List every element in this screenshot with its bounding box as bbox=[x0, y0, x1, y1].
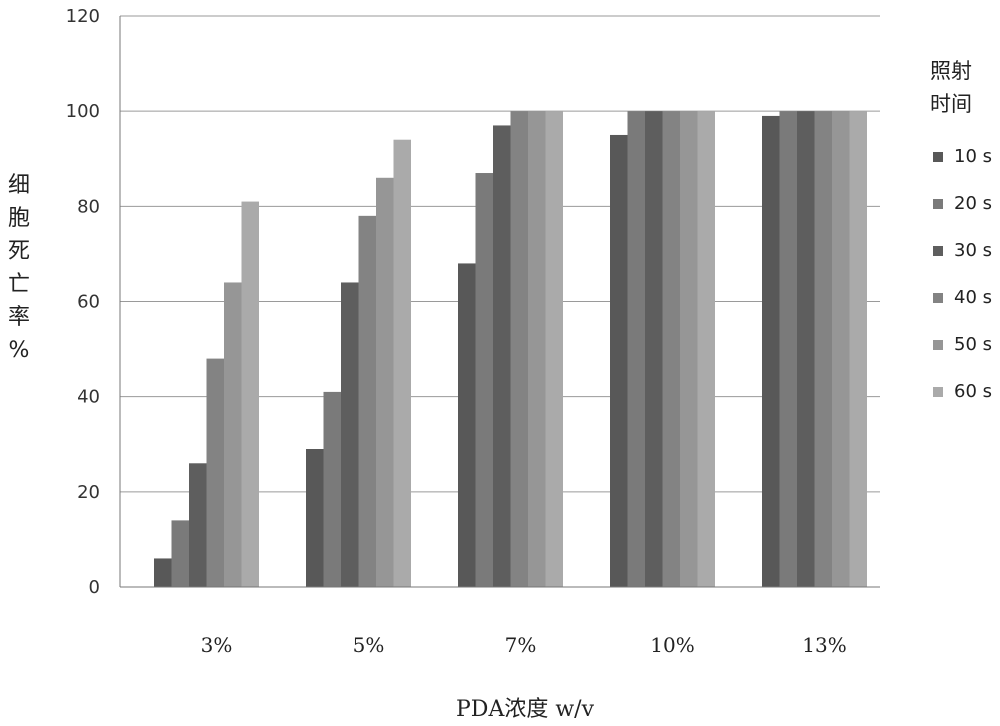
bar-30s-5pct bbox=[341, 282, 359, 587]
bar-50s-7pct bbox=[528, 111, 546, 588]
bar-10s-3pct bbox=[154, 558, 172, 587]
bar-20s-10pct bbox=[627, 111, 645, 588]
y-tick-label: 20 bbox=[77, 482, 100, 503]
bar-10s-5pct bbox=[306, 449, 324, 587]
bar-40s-3pct bbox=[206, 358, 224, 587]
bar-20s-7pct bbox=[475, 173, 493, 587]
legend-swatch bbox=[933, 340, 943, 350]
legend-title: 照射 bbox=[930, 59, 972, 83]
legend-label: 10 s bbox=[954, 146, 992, 167]
x-axis-label: PDA浓度 w/v bbox=[456, 697, 595, 722]
bar-30s-7pct bbox=[493, 125, 511, 588]
bar-20s-3pct bbox=[171, 520, 189, 587]
legend-label: 20 s bbox=[954, 193, 992, 214]
bar-20s-5pct bbox=[323, 391, 341, 587]
legend-title: 时间 bbox=[930, 92, 972, 116]
bar-20s-13pct bbox=[779, 111, 797, 588]
y-tick-label: 40 bbox=[77, 387, 100, 408]
y-tick-label: 100 bbox=[66, 101, 100, 122]
bars bbox=[154, 111, 867, 588]
x-tick-label: 13% bbox=[802, 633, 846, 657]
x-tick-label: 5% bbox=[353, 633, 385, 657]
legend-swatch bbox=[933, 387, 943, 397]
bar-60s-13pct bbox=[849, 111, 867, 588]
y-axis-label-char: 亡 bbox=[8, 272, 30, 297]
bar-30s-13pct bbox=[797, 111, 815, 588]
bar-60s-3pct bbox=[241, 201, 259, 587]
legend-label: 30 s bbox=[954, 240, 992, 261]
legend-swatch bbox=[933, 293, 943, 303]
legend-label: 50 s bbox=[954, 334, 992, 355]
bar-30s-10pct bbox=[645, 111, 663, 588]
bar-50s-5pct bbox=[376, 177, 394, 588]
bar-60s-7pct bbox=[545, 111, 563, 588]
legend-swatch bbox=[933, 246, 943, 256]
y-axis-label-char: 细 bbox=[8, 173, 30, 198]
y-tick-label: 80 bbox=[77, 196, 100, 217]
bar-50s-3pct bbox=[224, 282, 242, 587]
bar-10s-10pct bbox=[610, 134, 628, 588]
x-tick-labels: 3% 5% 7% 10% 13% bbox=[201, 633, 847, 657]
y-tick-label: 60 bbox=[77, 292, 100, 313]
y-axis-label-char: 胞 bbox=[8, 206, 30, 231]
bar-40s-7pct bbox=[510, 111, 528, 588]
y-axis-label-char: % bbox=[9, 338, 30, 363]
axes bbox=[119, 16, 880, 588]
y-axis-label-char: 死 bbox=[8, 239, 30, 264]
bar-10s-13pct bbox=[762, 115, 780, 588]
bar-10s-7pct bbox=[458, 263, 476, 587]
legend-label: 60 s bbox=[954, 381, 992, 402]
bar-30s-3pct bbox=[189, 463, 207, 587]
bar-60s-5pct bbox=[393, 139, 411, 587]
x-tick-label: 7% bbox=[505, 633, 537, 657]
bar-60s-10pct bbox=[697, 111, 715, 588]
x-tick-label: 3% bbox=[201, 633, 233, 657]
y-axis-label-char: 率 bbox=[8, 305, 30, 330]
legend-swatch bbox=[933, 199, 943, 209]
legend-label: 40 s bbox=[954, 287, 992, 308]
x-tick-label: 10% bbox=[650, 633, 694, 657]
y-tick-label: 0 bbox=[89, 577, 100, 598]
bar-40s-10pct bbox=[662, 111, 680, 588]
y-tick-labels: 0 20 40 60 80 100 120 bbox=[66, 6, 100, 598]
y-tick-label: 120 bbox=[66, 6, 100, 27]
legend-swatch bbox=[933, 152, 943, 162]
bar-40s-5pct bbox=[358, 215, 376, 587]
bar-50s-13pct bbox=[832, 111, 850, 588]
bar-50s-10pct bbox=[680, 111, 698, 588]
bar-40s-13pct bbox=[814, 111, 832, 588]
